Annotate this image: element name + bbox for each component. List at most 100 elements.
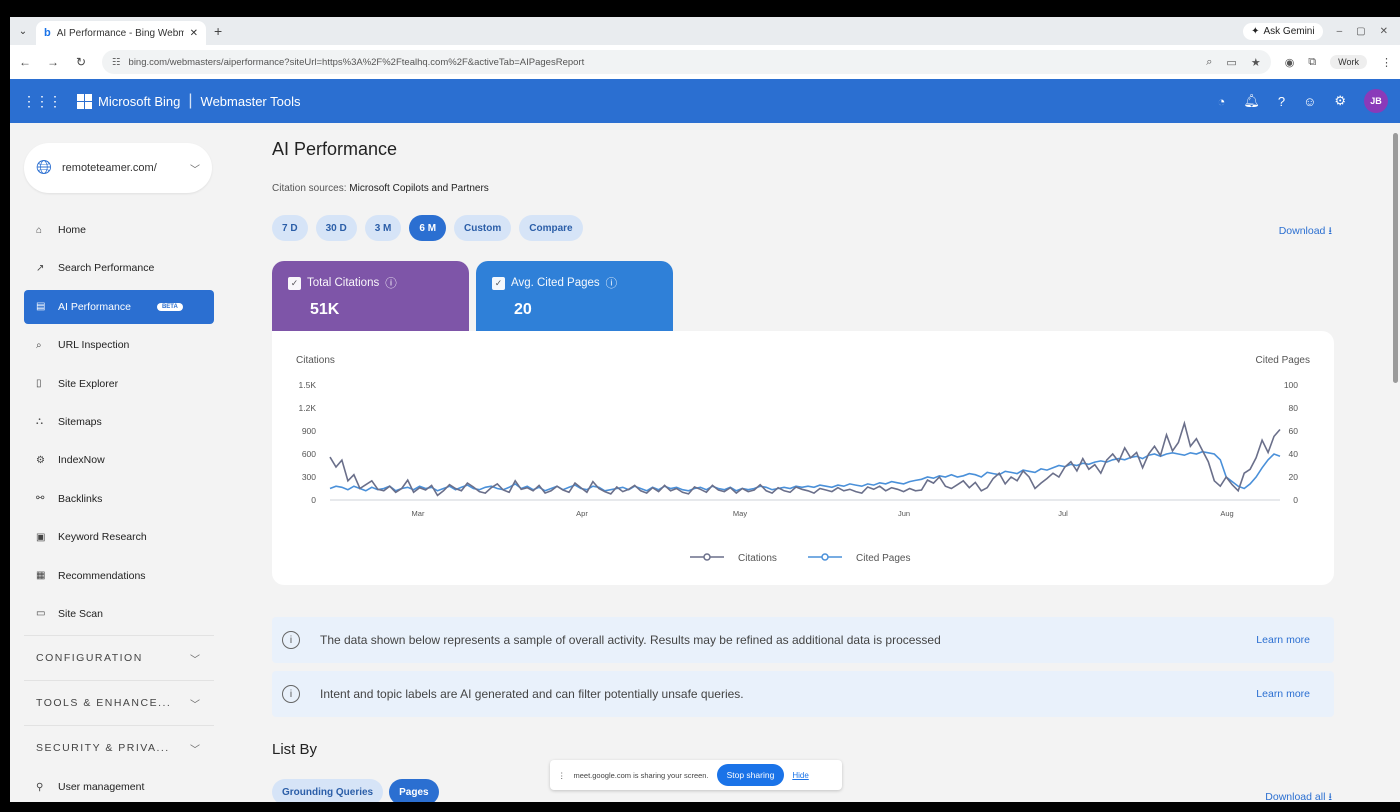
settings-gear-icon[interactable]: ⚙ (1334, 93, 1346, 108)
close-window-icon[interactable]: ✕ (1379, 25, 1388, 37)
minimize-window-icon[interactable]: – (1336, 25, 1343, 37)
screen-share-bar: ⋮ meet.google.com is sharing your screen… (550, 760, 842, 790)
sidebar-item-search-performance[interactable]: ↗ Search Performance (24, 251, 214, 285)
product-name[interactable]: Webmaster Tools (200, 93, 301, 109)
checkbox-checked-icon[interactable]: ✓ (288, 276, 301, 290)
info-icon[interactable]: ⓘ (605, 278, 618, 290)
beta-badge: BETA (156, 302, 183, 311)
banner-text: The data shown below represents a sample… (320, 633, 941, 647)
checkbox-checked-icon[interactable]: ✓ (492, 276, 505, 290)
feedback-smiley-icon[interactable]: ☺ (1303, 93, 1317, 109)
sidebar-item-label: Home (58, 224, 87, 236)
y-axis-label: Citations (296, 355, 335, 366)
tab-pages[interactable]: Pages (389, 779, 439, 802)
section-tools[interactable]: TOOLS & ENHANCE... ﹀ (24, 680, 214, 725)
extension-icon[interactable]: ◉ (1284, 56, 1295, 69)
range-compare-button[interactable]: Compare (519, 215, 583, 241)
sidebar-item-label: AI Performance (58, 300, 131, 313)
share-text: meet.google.com is sharing your screen. (573, 770, 709, 780)
scrollbar-thumb[interactable] (1393, 133, 1398, 383)
ask-gemini-button[interactable]: ✦ Ask Gemini (1243, 22, 1323, 40)
info-icon[interactable]: ⓘ (385, 278, 397, 290)
browser-window: ⌄ b AI Performance - Bing Webmaster ✕ + … (10, 17, 1400, 802)
sidebar-item-label: Backlinks (58, 492, 103, 505)
sidebar-item-user-management[interactable]: ⚲ User management (24, 770, 214, 802)
sidebar-item-indexnow[interactable]: ⚙ IndexNow (24, 443, 214, 477)
range-custom-button[interactable]: Custom (454, 215, 512, 241)
sidebar-item-site-explorer[interactable]: ▯ Site Explorer (24, 367, 214, 401)
sidebar-item-home[interactable]: ⌂ Home (24, 213, 214, 247)
sidebar-item-url-inspection[interactable]: ⌕ URL Inspection (24, 328, 214, 362)
site-selector[interactable]: 🌐︎ remoteteamer.com/ ﹀ (24, 143, 212, 193)
y2-tick-label: 20 (1289, 472, 1299, 482)
learn-more-link[interactable]: Learn more (1256, 634, 1310, 646)
copilot-icon[interactable]: ◔ (1217, 93, 1226, 109)
hide-share-bar-link[interactable]: Hide (792, 770, 809, 780)
sidebar-item-backlinks[interactable]: ⚯ Backlinks (24, 482, 214, 516)
section-configuration[interactable]: CONFIGURATION ﹀ (24, 635, 214, 680)
download-button[interactable]: Download ⭳ (1278, 225, 1332, 237)
share-handle-icon[interactable]: ⋮ (558, 770, 566, 780)
total-citations-card[interactable]: ✓ Total Citations ⓘ 51K (272, 261, 469, 331)
range-30d-button[interactable]: 30 D (315, 215, 357, 241)
reload-icon[interactable]: ↻ (75, 55, 87, 69)
sidebar-item-recommendations[interactable]: ▦ Recommendations (24, 559, 214, 593)
keyword-icon: ▣ (36, 531, 46, 543)
zoom-icon[interactable]: ⌕ (1206, 55, 1213, 68)
date-range-selector: 7 D 30 D 3 M 6 M Custom Compare (272, 215, 583, 241)
avatar[interactable]: JB (1364, 89, 1388, 113)
learn-more-link[interactable]: Learn more (1256, 688, 1310, 700)
sidebar-item-label: IndexNow (58, 454, 105, 467)
avg-cited-pages-card[interactable]: ✓ Avg. Cited Pages ⓘ 20 (476, 261, 673, 331)
microsoft-logo-icon (77, 93, 92, 109)
section-label: CONFIGURATION (36, 652, 143, 665)
home-icon: ⌂ (36, 224, 43, 236)
notifications-bell-icon[interactable]: 🔔︎ (1243, 93, 1260, 108)
close-tab-icon[interactable]: ✕ (189, 27, 198, 39)
new-tab-icon[interactable]: + (214, 23, 223, 39)
extensions-puzzle-icon[interactable]: ⧉ (1308, 55, 1317, 68)
ai-performance-icon: ▤ (36, 301, 46, 313)
globe-icon: 🌐︎ (36, 156, 52, 179)
y-tick-label: 900 (302, 426, 316, 436)
browser-tab-active[interactable]: b AI Performance - Bing Webmaster ✕ (36, 21, 206, 45)
y2-tick-label: 100 (1284, 380, 1298, 390)
stop-sharing-button[interactable]: Stop sharing (716, 764, 785, 786)
search-icon: ⌕ (36, 339, 42, 351)
card-label: Total Citations (307, 277, 380, 289)
browser-menu-icon[interactable]: ⋮ (1381, 56, 1392, 69)
sidebar-item-sitemaps[interactable]: ⛬ Sitemaps (24, 405, 214, 439)
chevron-down-icon: ﹀ (190, 744, 200, 756)
sidebar-item-keyword-research[interactable]: ▣ Keyword Research (24, 520, 214, 554)
app-launcher-icon[interactable]: ⋮⋮⋮ (22, 92, 62, 109)
range-7d-button[interactable]: 7 D (272, 215, 308, 241)
bing-header: ⋮⋮⋮ Microsoft Bing | Webmaster Tools ◔ 🔔… (10, 79, 1400, 123)
tab-grounding-queries[interactable]: Grounding Queries (272, 779, 384, 802)
section-security[interactable]: SECURITY & PRIVA... ﹀ (24, 725, 214, 770)
ai-labels-banner: i Intent and topic labels are AI generat… (272, 671, 1334, 717)
chevron-down-icon: ﹀ (190, 699, 200, 711)
tab-search-chevron-icon[interactable]: ⌄ (18, 25, 28, 37)
citation-value: Microsoft Copilots and Partners (349, 183, 489, 194)
cast-icon[interactable]: ▭ (1226, 56, 1237, 69)
site-info-icon[interactable]: ☷ (112, 56, 121, 68)
back-icon[interactable]: ← (19, 55, 31, 69)
sidebar-item-ai-performance[interactable]: ▤ AI Performance BETA (24, 289, 214, 324)
page-scrollbar[interactable] (1392, 123, 1400, 802)
x-tick-label: Mar (412, 509, 425, 518)
range-6m-button[interactable]: 6 M (409, 215, 447, 241)
url-field[interactable]: ☷ bing.com/webmasters/aiperformance?site… (102, 50, 1271, 74)
profile-button[interactable]: Work (1330, 55, 1367, 69)
bookmark-star-icon[interactable]: ★ (1250, 56, 1261, 69)
sidebar-item-site-scan[interactable]: ▭ Site Scan (24, 597, 214, 631)
brand-name[interactable]: Microsoft Bing (98, 93, 181, 109)
citation-sources: Citation sources: Microsoft Copilots and… (272, 183, 489, 194)
maximize-window-icon[interactable]: ▢ (1356, 25, 1366, 37)
legend-citations-marker (703, 553, 711, 561)
download-all-button[interactable]: Download all ⭳ (1265, 791, 1332, 802)
x-tick-label: Apr (576, 509, 588, 518)
profile-label: Work (1338, 57, 1359, 67)
help-icon[interactable]: ? (1277, 93, 1286, 109)
forward-icon[interactable]: → (47, 55, 59, 69)
range-3m-button[interactable]: 3 M (364, 215, 402, 241)
